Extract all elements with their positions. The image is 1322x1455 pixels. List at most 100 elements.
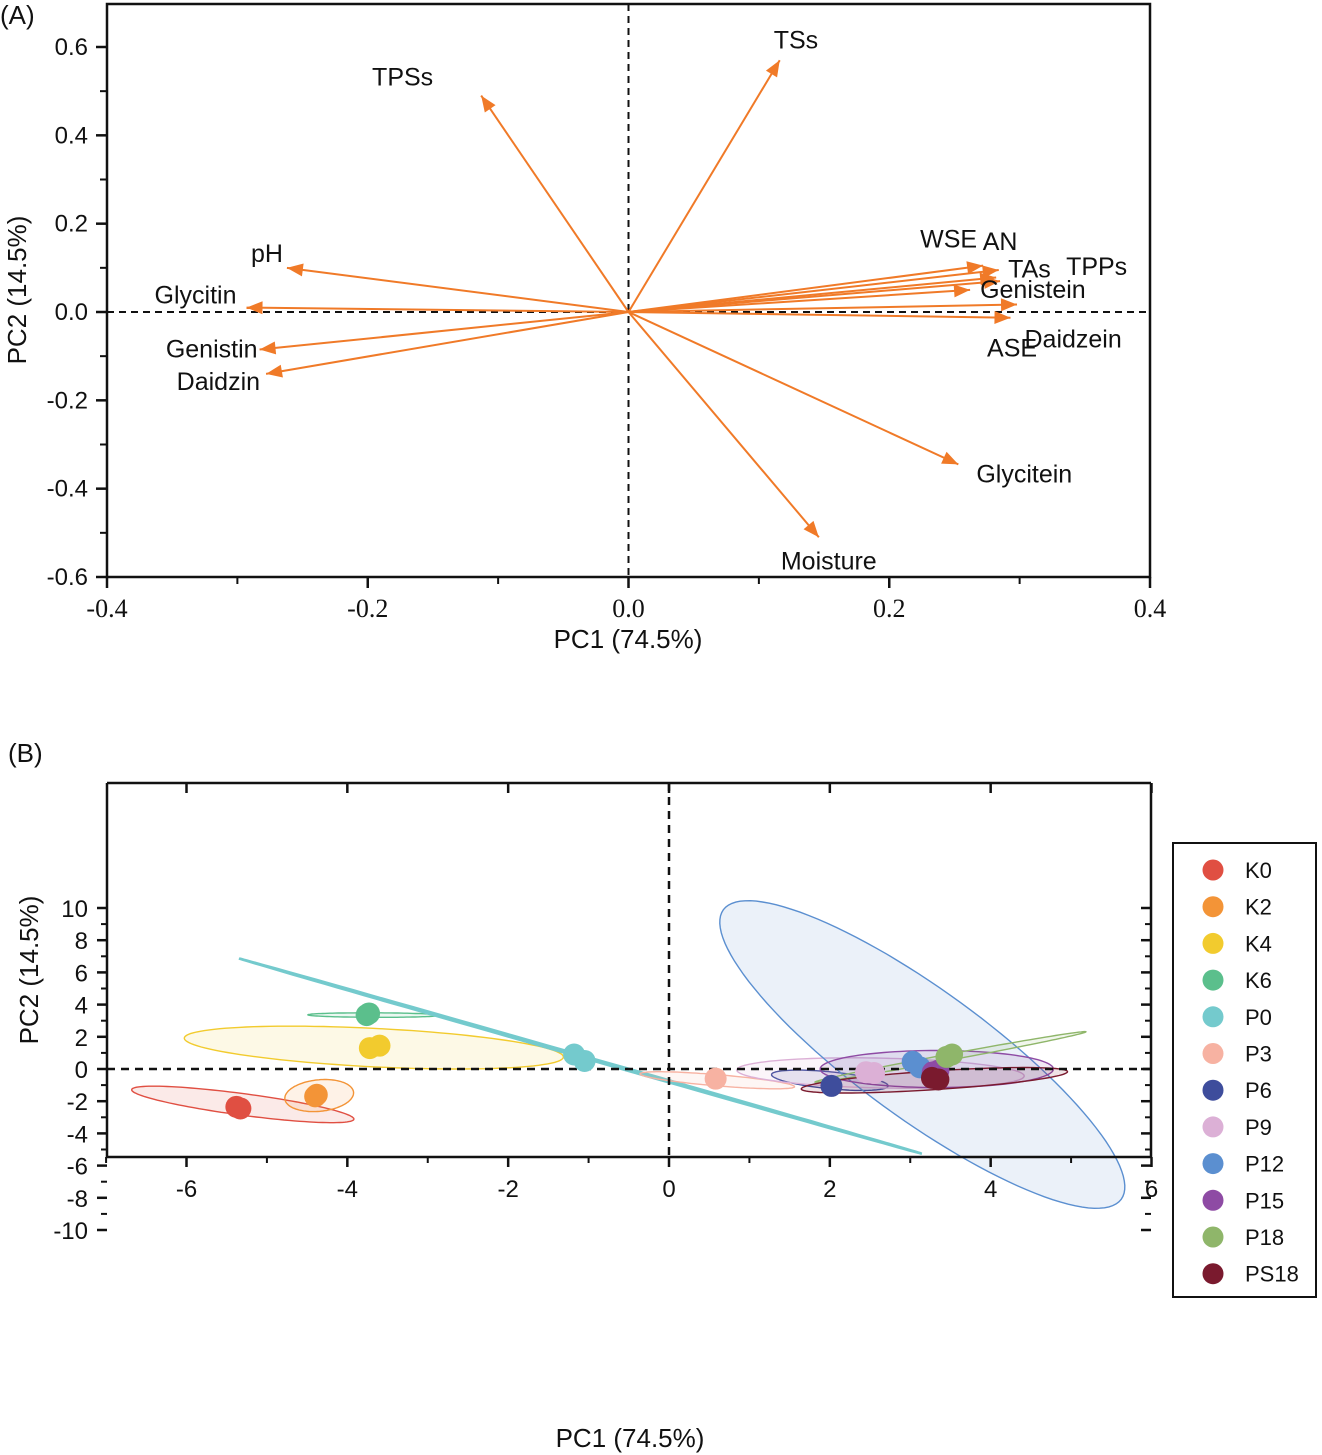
loading-vector-genistein xyxy=(628,288,971,313)
score-point-p18 xyxy=(935,1045,958,1068)
panel-a-y-tick-label: 0.2 xyxy=(55,211,88,238)
legend-marker-ps18 xyxy=(1202,1263,1224,1285)
legend-marker-p0 xyxy=(1202,1006,1224,1028)
loading-vector-glycitein xyxy=(628,311,959,466)
vector-label-wse: WSE xyxy=(920,226,977,254)
arrowhead-daidzin xyxy=(266,364,283,378)
arrowhead-ase xyxy=(1000,298,1018,312)
score-point-p9 xyxy=(863,1062,886,1085)
legend-label-p18: P18 xyxy=(1245,1225,1284,1250)
arrowhead-daidzein xyxy=(994,311,1011,325)
loading-vector-wse xyxy=(628,264,984,313)
arrowhead-ph xyxy=(286,263,304,277)
panel-b-y-tick-label: -10 xyxy=(53,1218,88,1245)
loading-vector-daidzin xyxy=(265,311,629,375)
vector-label-moisture: Moisture xyxy=(781,547,877,575)
vector-label-tpss: TPSs xyxy=(372,64,433,92)
loading-vector-genistin xyxy=(259,311,629,351)
legend-frame xyxy=(1172,842,1317,1298)
legend-marker-p6 xyxy=(1202,1079,1224,1101)
legend-item-p0: P0 xyxy=(1202,1005,1272,1030)
legend: K0 K2 K4 K6 P0 P3 P6 P9 P12 P15 P18 PS18 xyxy=(1172,842,1317,1298)
legend-marker-k0 xyxy=(1202,859,1224,881)
legend-label-p6: P6 xyxy=(1245,1078,1272,1103)
legend-label-k2: K2 xyxy=(1245,895,1272,920)
panel-b-y-axis-title: PC2 (14.5%) xyxy=(14,896,44,1045)
vector-label-genistin: Genistin xyxy=(166,336,258,364)
panel-b-x-axis-title: PC1 (74.5%) xyxy=(556,1423,705,1453)
legend-label-k6: K6 xyxy=(1245,968,1272,993)
vector-label-tpps: TPPs xyxy=(1066,253,1127,281)
panel-b-y-tick-label: -4 xyxy=(67,1121,88,1148)
loading-vector-daidzein xyxy=(628,311,1011,319)
panel-b-x-tick-label: 4 xyxy=(984,1176,997,1203)
loading-vector-tss xyxy=(627,59,781,313)
legend-marker-k6 xyxy=(1202,969,1224,991)
panel-a-y-tick-label: -0.2 xyxy=(47,387,88,414)
score-point-p6 xyxy=(820,1074,843,1097)
vector-label-glycitein: Glycitein xyxy=(976,460,1072,488)
score-point-k2 xyxy=(304,1085,327,1108)
legend-marker-p9 xyxy=(1202,1116,1224,1138)
score-point-k0 xyxy=(229,1097,252,1120)
score-point-k6 xyxy=(358,1002,381,1025)
vector-label-an: AN xyxy=(983,228,1018,256)
vector-label-daidzin: Daidzin xyxy=(177,368,260,396)
panel-b-x-tick-label: -4 xyxy=(337,1176,358,1203)
arrowhead-tss xyxy=(765,60,780,78)
score-point-ps18 xyxy=(927,1068,950,1091)
panel-b-y-tick-label: -2 xyxy=(67,1089,88,1116)
panel-b-y-tick-label: 8 xyxy=(75,928,88,955)
panel-a-y-axis-title: PC2 (14.5%) xyxy=(2,216,32,365)
loading-vector-an xyxy=(628,269,999,313)
panel-a-x-tick-label: 0.0 xyxy=(612,594,645,623)
legend-item-p9: P9 xyxy=(1202,1115,1272,1140)
vector-label-tas: TAs xyxy=(1008,256,1051,284)
panel-b-x-tick-label: 6 xyxy=(1145,1176,1158,1203)
panel-a-y-tick-label: 0.0 xyxy=(55,299,88,326)
ellipse-outline-p0 xyxy=(238,957,923,1155)
legend-item-k6: K6 xyxy=(1202,968,1272,993)
panel-b-score-plot: (B) -6 -4 -2 0 2 4 6 10 8 6 4 2 0 -2 -4 -6 -8 -10 PC1 (7… xyxy=(8,738,1317,1453)
panel-b-x-tick-label: -2 xyxy=(497,1176,518,1203)
arrowhead-genistein xyxy=(953,284,971,298)
score-point-p3 xyxy=(704,1067,727,1090)
arrowhead-glycitein xyxy=(941,451,959,465)
arrowhead-wse xyxy=(966,261,984,275)
legend-label-k0: K0 xyxy=(1245,858,1272,883)
score-point-k4 xyxy=(368,1034,391,1057)
panel-a-x-axis-title: PC1 (74.5%) xyxy=(554,624,703,654)
loading-vector-moisture xyxy=(627,311,820,538)
panel-b-y-tick-label: -8 xyxy=(67,1186,88,1213)
arrowhead-moisture xyxy=(803,520,819,538)
legend-label-p0: P0 xyxy=(1245,1005,1272,1030)
arrowhead-tpps xyxy=(983,275,1001,289)
legend-marker-p3 xyxy=(1202,1043,1224,1064)
vector-label-ase: ASE xyxy=(987,334,1037,362)
legend-marker-k2 xyxy=(1202,896,1224,918)
arrowhead-genistin xyxy=(259,341,277,355)
confidence-ellipse-p0 xyxy=(238,957,923,1155)
legend-item-k2: K2 xyxy=(1202,895,1272,920)
panel-b-x-tick-label: 2 xyxy=(823,1176,836,1203)
legend-item-p15: P15 xyxy=(1202,1188,1284,1213)
panel-b-x-tick-label: 0 xyxy=(662,1176,675,1203)
panel-b-y-tick-label: 2 xyxy=(75,1025,88,1052)
panel-a-y-tick-label: 0.6 xyxy=(55,34,88,61)
legend-marker-p15 xyxy=(1202,1189,1224,1211)
legend-marker-k4 xyxy=(1202,932,1224,954)
legend-label-p12: P12 xyxy=(1245,1152,1284,1177)
panel-b-y-tick-label: 6 xyxy=(75,960,88,987)
ellipse-outline-p12 xyxy=(719,899,1126,1210)
legend-item-p6: P6 xyxy=(1202,1078,1272,1103)
panel-b-y-tick-label: 4 xyxy=(75,993,88,1020)
legend-label-p15: P15 xyxy=(1245,1188,1284,1213)
legend-item-p18: P18 xyxy=(1202,1225,1284,1250)
panel-a-x-tick-label: 0.4 xyxy=(1134,594,1167,623)
loading-vector-tpss xyxy=(480,95,630,313)
panel-a-y-tick-label: 0.4 xyxy=(55,122,88,149)
loading-vector-tpps xyxy=(628,280,1001,313)
vector-label-daidzein: Daidzein xyxy=(1024,326,1121,354)
